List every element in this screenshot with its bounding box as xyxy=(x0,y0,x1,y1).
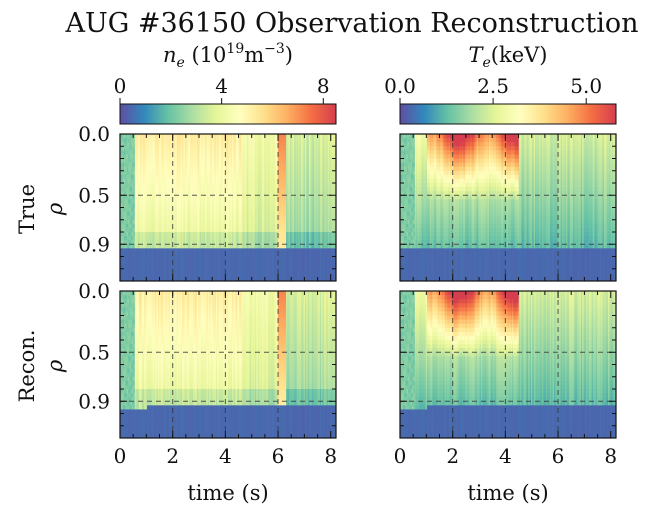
colorbar-0 xyxy=(120,104,336,124)
colorbar-tick-label: 4 xyxy=(215,74,228,98)
colorbar-label-temperature: Te(keV) xyxy=(468,43,547,71)
heatmap-panel-0-0 xyxy=(120,134,336,281)
colorbar-tick-label: 0 xyxy=(114,74,127,98)
figure-title: AUG #36150 Observation Reconstruction xyxy=(64,8,638,39)
colorbar-tick-label: 8 xyxy=(317,74,330,98)
colorbar-label-density: ne (1019m−3) xyxy=(163,41,293,71)
